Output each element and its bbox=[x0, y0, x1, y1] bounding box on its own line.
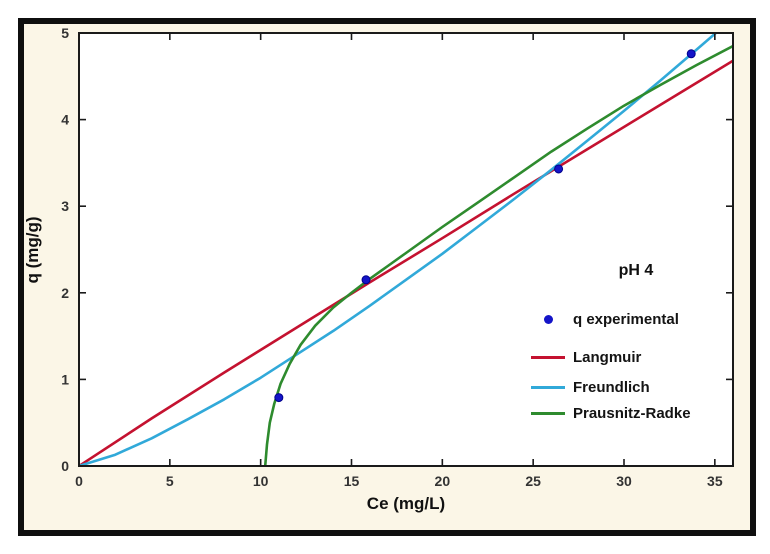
y-tick-label: 4 bbox=[61, 112, 69, 128]
legend-title: pH 4 bbox=[618, 262, 654, 279]
x-tick-label: 35 bbox=[707, 473, 723, 489]
legend-marker-box bbox=[530, 355, 566, 359]
legend-marker-box bbox=[530, 314, 566, 324]
data-point bbox=[686, 49, 696, 59]
scatter-dot-icon bbox=[543, 314, 553, 324]
series-line-langmuir bbox=[79, 59, 733, 466]
y-tick-label: 0 bbox=[61, 458, 69, 474]
y-tick-label: 2 bbox=[61, 285, 69, 301]
legend-label-experimental: q experimental bbox=[573, 310, 679, 328]
legend-marker-box bbox=[530, 411, 566, 415]
x-tick-label: 20 bbox=[435, 473, 451, 489]
y-tick-label: 1 bbox=[61, 371, 69, 387]
legend-label-prausnitz-radke: Prausnitz-Radke bbox=[573, 404, 691, 422]
x-tick-label: 30 bbox=[616, 473, 632, 489]
series-line-freundlich bbox=[79, 33, 718, 466]
legend-row-freundlich: Freundlich bbox=[530, 377, 650, 397]
legend-row-prausnitz-radke: Prausnitz-Radke bbox=[530, 403, 691, 423]
data-point bbox=[361, 275, 371, 285]
legend-marker-box bbox=[530, 385, 566, 389]
line-swatch-icon bbox=[531, 411, 565, 415]
y-axis-title: q (mg/g) bbox=[23, 216, 42, 284]
x-tick-label: 25 bbox=[525, 473, 541, 489]
line-swatch-icon bbox=[531, 355, 565, 359]
plot-frame bbox=[78, 32, 734, 467]
legend-label-freundlich: Freundlich bbox=[573, 378, 650, 396]
y-tick-label: 5 bbox=[61, 25, 69, 41]
x-axis-title: Ce (mg/L) bbox=[366, 494, 446, 513]
x-tick-label: 10 bbox=[253, 473, 269, 489]
legend-label-langmuir: Langmuir bbox=[573, 348, 642, 366]
line-swatch-icon bbox=[531, 385, 565, 389]
data-point bbox=[274, 393, 284, 403]
y-tick-label: 3 bbox=[61, 198, 69, 214]
legend-row-experimental: q experimental bbox=[530, 309, 679, 329]
x-tick-label: 5 bbox=[166, 473, 174, 489]
x-tick-label: 0 bbox=[75, 473, 83, 489]
x-tick-label: 15 bbox=[344, 473, 360, 489]
data-point bbox=[554, 164, 564, 174]
legend-row-langmuir: Langmuir bbox=[530, 347, 641, 367]
